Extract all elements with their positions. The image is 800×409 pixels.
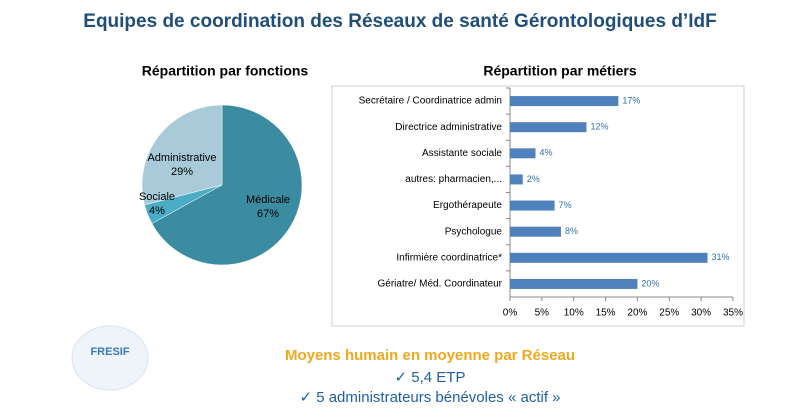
y-tick-label: Gériatre/ Méd. Coordinateur <box>377 279 502 290</box>
logo-badge <box>71 325 149 391</box>
y-tick-label: Ergothérapeute <box>433 200 502 211</box>
slide-title: Equipes de coordination des Réseaux de s… <box>83 11 716 32</box>
x-tick-label: 0% <box>503 308 518 319</box>
pie-label: Médicale <box>246 194 290 206</box>
bar <box>510 226 561 237</box>
pie-value-label: 67% <box>257 208 279 220</box>
footer-line: ✓ 5 administrateurs bénévoles « actif » <box>299 389 560 406</box>
bar-value-label: 31% <box>712 252 730 262</box>
x-tick-label: 35% <box>723 308 743 319</box>
bar <box>510 122 587 133</box>
x-tick-label: 30% <box>691 308 711 319</box>
pie-title: Répartition par fonctions <box>142 63 309 79</box>
bar-value-label: 20% <box>641 278 659 288</box>
x-tick-label: 15% <box>596 308 616 319</box>
x-tick-label: 20% <box>627 308 647 319</box>
bar <box>510 200 555 211</box>
y-tick-label: autres: pharmacien,... <box>405 174 502 185</box>
pie-slice <box>141 104 223 206</box>
x-tick-label: 25% <box>659 308 679 319</box>
bar-value-label: 12% <box>590 122 608 132</box>
bar <box>510 252 708 263</box>
y-tick-label: Infirmière coordinatrice* <box>396 252 502 263</box>
bar <box>510 278 638 289</box>
pie-label: Administrative <box>147 152 216 164</box>
bar-value-label: 7% <box>559 200 572 210</box>
bar-title: Répartition par métiers <box>483 63 636 79</box>
pie-value-label: 4% <box>149 205 165 217</box>
bar-value-label: 8% <box>565 226 578 236</box>
bar-value-label: 17% <box>622 95 640 105</box>
footer-line: ✓ 5,4 ETP <box>395 369 466 386</box>
y-tick-label: Psychologue <box>445 226 503 237</box>
bar-value-label: 2% <box>527 174 540 184</box>
footer-heading: Moyens humain en moyenne par Réseau <box>285 347 575 364</box>
pie-value-label: 29% <box>171 166 193 178</box>
bar <box>510 148 536 159</box>
pie-label: Sociale <box>139 191 175 203</box>
bar-frame <box>331 85 745 327</box>
pie-slice <box>151 104 303 266</box>
y-tick-label: Secrétaire / Coordinatrice admin <box>359 96 502 107</box>
logo-text: FRESIF <box>90 346 129 358</box>
bar <box>510 96 619 107</box>
y-tick-label: Assistante sociale <box>422 148 502 159</box>
y-tick-label: Directrice administrative <box>395 122 502 133</box>
x-tick-label: 5% <box>535 308 550 319</box>
bar-value-label: 4% <box>539 148 552 158</box>
bar <box>510 174 523 185</box>
x-tick-label: 10% <box>564 308 584 319</box>
